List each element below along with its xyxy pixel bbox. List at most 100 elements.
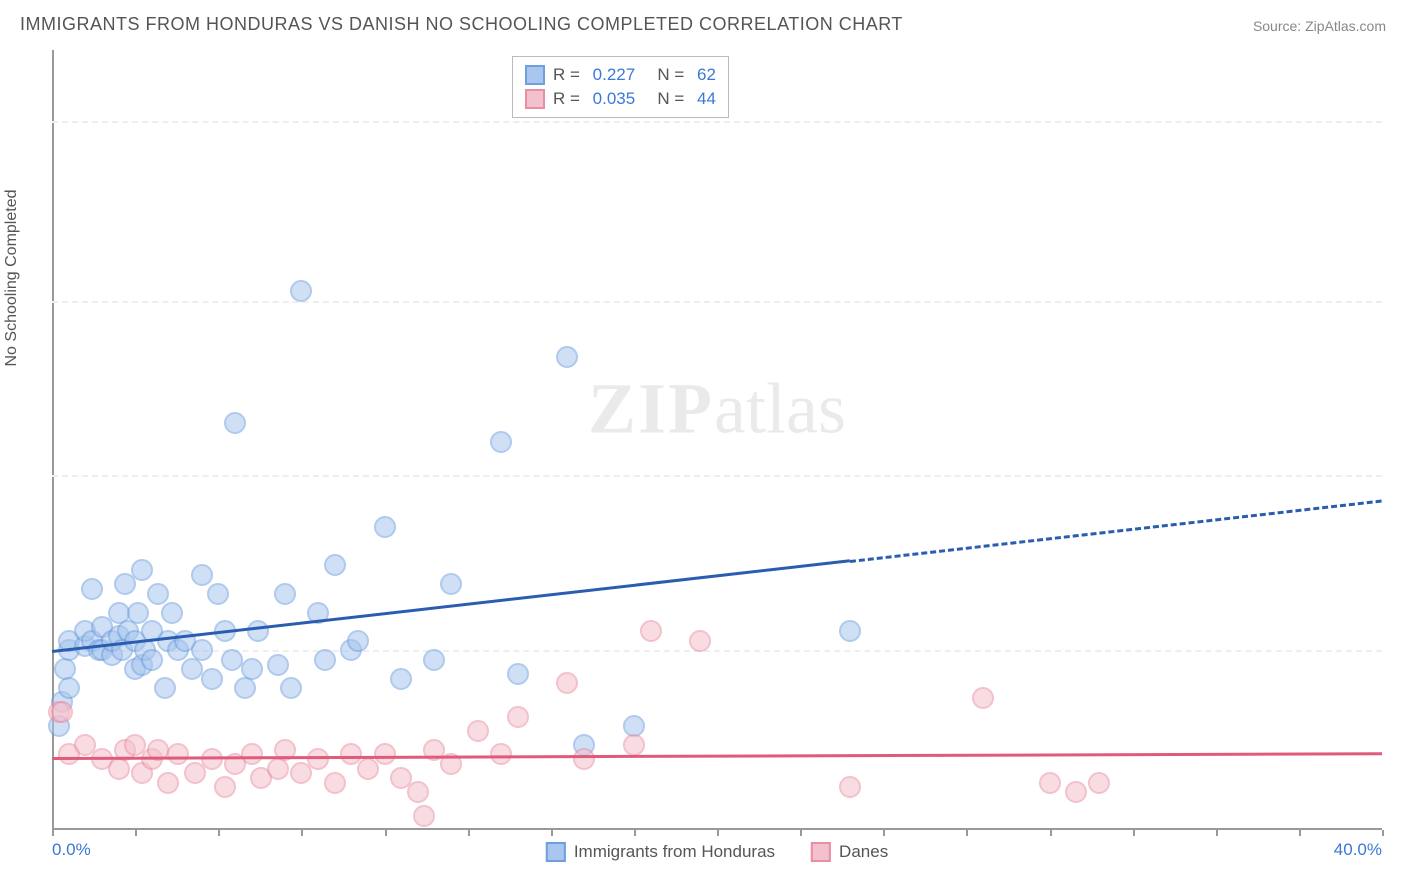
- legend-label: Immigrants from Honduras: [574, 842, 775, 862]
- chart-title: IMMIGRANTS FROM HONDURAS VS DANISH NO SC…: [20, 14, 903, 35]
- x-tick: [1216, 830, 1218, 836]
- honduras-swatch: [546, 842, 566, 862]
- plot-region: ZIPatlas 15.0%11.2%7.5%3.8%: [52, 50, 1382, 830]
- legend-label: Danes: [839, 842, 888, 862]
- danes-point: [374, 743, 396, 765]
- watermark-bold: ZIP: [588, 368, 714, 448]
- y-axis-label: No Schooling Completed: [3, 190, 21, 367]
- danes-point: [413, 805, 435, 827]
- honduras-point: [324, 554, 346, 576]
- x-tick: [52, 830, 54, 836]
- danes-point: [214, 776, 236, 798]
- x-tick: [1299, 830, 1301, 836]
- honduras-point: [131, 559, 153, 581]
- gridline: [52, 475, 1382, 477]
- honduras-point: [161, 602, 183, 624]
- honduras-point: [556, 346, 578, 368]
- danes-point: [324, 772, 346, 794]
- danes-point: [167, 743, 189, 765]
- n-value: 44: [692, 89, 716, 109]
- r-label: R =: [553, 89, 580, 109]
- x-tick: [468, 830, 470, 836]
- honduras-point: [147, 583, 169, 605]
- danes-point: [640, 620, 662, 642]
- x-max-label: 40.0%: [1334, 840, 1382, 860]
- danes-point: [689, 630, 711, 652]
- n-label: N =: [643, 65, 684, 85]
- chart-area: ZIPatlas 15.0%11.2%7.5%3.8% R = 0.227 N …: [52, 50, 1382, 830]
- danes-point: [623, 734, 645, 756]
- honduras-point: [191, 564, 213, 586]
- x-tick: [385, 830, 387, 836]
- danes-point: [51, 701, 73, 723]
- honduras-point: [290, 280, 312, 302]
- y-tick-label: 3.8%: [1392, 658, 1406, 678]
- y-tick-label: 11.2%: [1392, 309, 1406, 329]
- honduras-swatch: [525, 65, 545, 85]
- y-tick-label: 15.0%: [1392, 129, 1406, 149]
- danes-point: [556, 672, 578, 694]
- honduras-point: [81, 578, 103, 600]
- honduras-point: [201, 668, 223, 690]
- x-tick: [883, 830, 885, 836]
- n-value: 62: [692, 65, 716, 85]
- honduras-point: [839, 620, 861, 642]
- honduras-point: [221, 649, 243, 671]
- danes-point: [108, 758, 130, 780]
- gridline: [52, 650, 1382, 652]
- source-attribution: Source: ZipAtlas.com: [1253, 18, 1386, 34]
- correlation-legend: R = 0.227 N = 62R = 0.035 N = 44: [512, 56, 729, 118]
- x-tick: [1050, 830, 1052, 836]
- r-value: 0.035: [588, 89, 635, 109]
- honduras-point: [490, 431, 512, 453]
- honduras-point: [374, 516, 396, 538]
- honduras-point: [154, 677, 176, 699]
- legend-item-danes: Danes: [811, 842, 888, 862]
- honduras-point: [191, 639, 213, 661]
- danes-point: [507, 706, 529, 728]
- x-tick: [800, 830, 802, 836]
- danes-point: [1088, 772, 1110, 794]
- x-tick: [135, 830, 137, 836]
- honduras-point: [224, 412, 246, 434]
- r-label: R =: [553, 65, 580, 85]
- honduras-point: [247, 620, 269, 642]
- honduras-point: [58, 677, 80, 699]
- honduras-point: [207, 583, 229, 605]
- legend-row-danes: R = 0.035 N = 44: [525, 87, 716, 111]
- honduras-point: [141, 649, 163, 671]
- honduras-point: [314, 649, 336, 671]
- honduras-point: [507, 663, 529, 685]
- honduras-point: [280, 677, 302, 699]
- x-tick: [218, 830, 220, 836]
- danes-point: [1065, 781, 1087, 803]
- x-tick: [1382, 830, 1384, 836]
- danes-point: [1039, 772, 1061, 794]
- danes-point: [573, 748, 595, 770]
- series-legend: Immigrants from Honduras Danes: [546, 842, 888, 862]
- honduras-point: [390, 668, 412, 690]
- gridline: [52, 301, 1382, 303]
- honduras-point: [274, 583, 296, 605]
- gridline: [52, 121, 1382, 123]
- danes-point: [467, 720, 489, 742]
- honduras-point: [234, 677, 256, 699]
- danes-swatch: [811, 842, 831, 862]
- honduras-point: [347, 630, 369, 652]
- x-tick: [551, 830, 553, 836]
- x-tick: [634, 830, 636, 836]
- danes-point: [839, 776, 861, 798]
- danes-swatch: [525, 89, 545, 109]
- honduras-point: [423, 649, 445, 671]
- legend-row-honduras: R = 0.227 N = 62: [525, 63, 716, 87]
- danes-point: [490, 743, 512, 765]
- watermark-rest: atlas: [714, 368, 846, 448]
- x-min-label: 0.0%: [52, 840, 91, 860]
- legend-item-honduras: Immigrants from Honduras: [546, 842, 775, 862]
- danes-point: [972, 687, 994, 709]
- source-name: ZipAtlas.com: [1305, 18, 1386, 34]
- danes-point: [407, 781, 429, 803]
- source-label: Source:: [1253, 18, 1305, 34]
- y-tick-label: 7.5%: [1392, 483, 1406, 503]
- x-tick: [1133, 830, 1135, 836]
